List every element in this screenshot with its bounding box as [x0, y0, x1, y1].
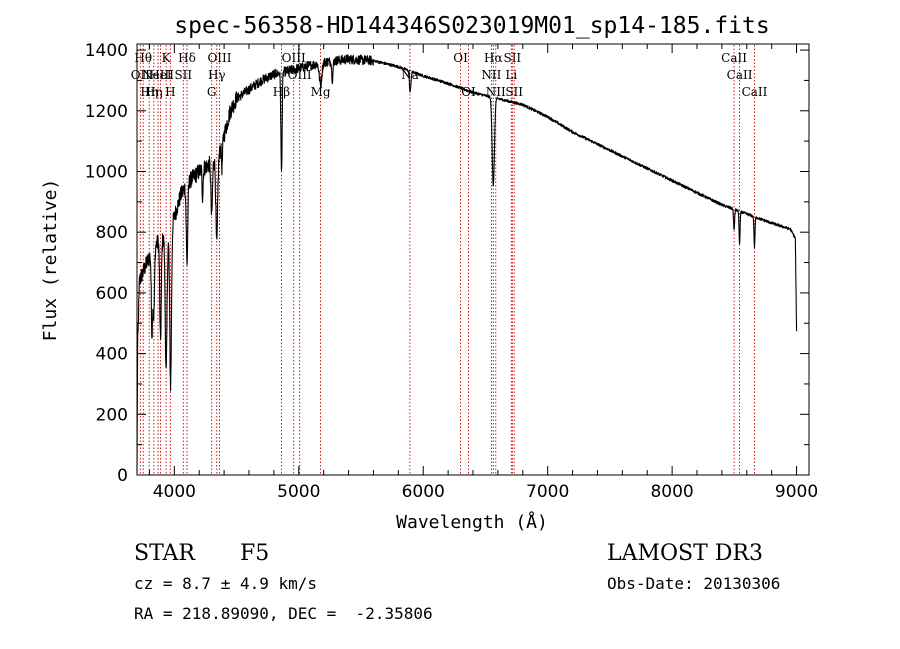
line-marker-label: Hδ	[178, 51, 196, 65]
y-tick-label: 1400	[85, 41, 128, 61]
line-marker-label: OIII	[207, 51, 231, 65]
line-marker-label: G	[207, 85, 217, 99]
line-marker-label: SII	[503, 51, 521, 65]
redshift-value: cz = 8.7 ± 4.9 km/s	[134, 574, 317, 593]
object-subclass: F5	[240, 541, 269, 566]
spectrum-line	[136, 54, 798, 473]
line-marker-label: Hγ	[208, 68, 226, 82]
x-tick-label: 8000	[650, 482, 693, 502]
y-tick-label: 1000	[85, 162, 128, 182]
x-tick-label: 5000	[277, 482, 320, 502]
y-tick-label: 800	[96, 223, 128, 243]
y-tick-label: 200	[96, 405, 128, 425]
y-tick-label: 1200	[85, 102, 128, 122]
line-marker-label: NeIII	[142, 68, 174, 82]
line-markers	[139, 45, 755, 474]
x-tick-label: 9000	[775, 482, 818, 502]
x-tick-label: 4000	[153, 482, 196, 502]
plot-frame	[136, 43, 810, 476]
line-marker-label: H	[165, 85, 175, 99]
line-marker-label: HeI	[149, 68, 172, 82]
line-marker-label: SII	[174, 68, 192, 82]
y-tick-label: 400	[96, 345, 128, 365]
line-marker-label: OIII	[282, 51, 306, 65]
line-marker-label: Hα	[484, 51, 503, 65]
y-tick-label: 0	[117, 466, 128, 486]
chart-title: spec-56358-HD144346S023019M01_sp14-185.f…	[174, 13, 769, 39]
line-marker-label: OI	[453, 51, 468, 65]
line-marker-label: Hβ	[273, 85, 290, 99]
line-marker-label: CaII	[721, 51, 747, 65]
x-tick-label: 7000	[526, 482, 569, 502]
line-marker-label: CaII	[742, 85, 768, 99]
coordinates: RA = 218.89090, DEC = -2.35806	[134, 604, 433, 623]
line-marker-label: Hη	[145, 85, 163, 99]
y-tick-label: 600	[96, 284, 128, 304]
x-tick-label: 6000	[402, 482, 445, 502]
line-marker-label: Hη	[140, 85, 158, 99]
line-marker-label: Na	[401, 68, 419, 82]
x-axis-ticks: 4000 5000 6000 7000 8000 9000	[148, 44, 818, 502]
line-marker-label: Hθ	[134, 51, 152, 65]
survey-name: LAMOST DR3	[607, 541, 763, 566]
line-marker-label: OII	[131, 68, 151, 82]
line-marker-label: NII	[481, 68, 501, 82]
observation-date: Obs-Date: 20130306	[607, 574, 780, 593]
object-class: STAR	[134, 541, 196, 566]
line-marker-labels: OIIHθHηHηNeIIIHeIKHSIIHδGHγOIIIHβOIIIOII…	[131, 51, 768, 99]
line-marker-label: NII	[486, 85, 506, 99]
line-marker-label: Li	[505, 68, 517, 82]
x-axis-label: Wavelength (Å)	[396, 511, 548, 533]
line-marker-label: K	[162, 51, 172, 65]
line-marker-label: SII	[505, 85, 523, 99]
line-marker-label: CaII	[727, 68, 753, 82]
y-axis-label: Flux (relative)	[40, 179, 61, 342]
line-marker-label: Mg	[311, 85, 331, 99]
y-axis-ticks: 0 200 400 600 800 1000 1200 1400	[85, 41, 809, 486]
